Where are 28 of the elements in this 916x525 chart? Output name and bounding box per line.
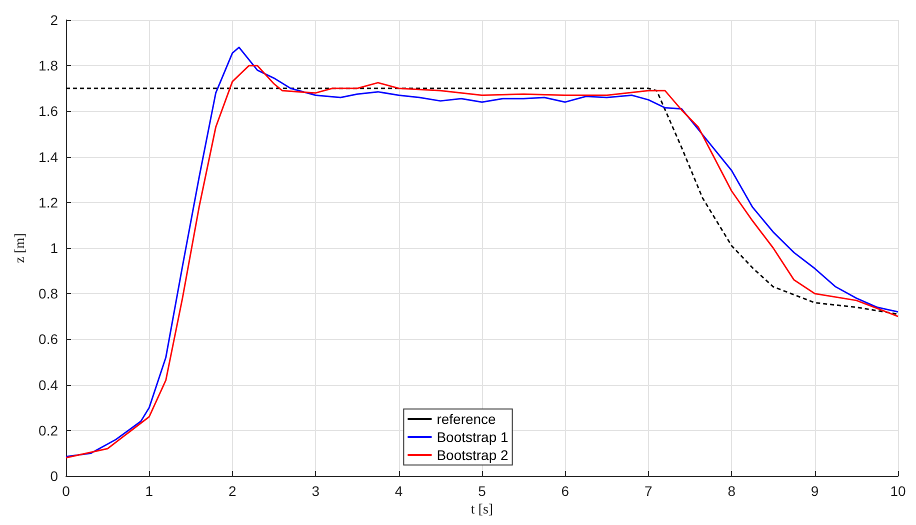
x-tick-label: 4: [394, 483, 403, 499]
line-series: [65, 88, 899, 315]
y-tick-label: 0.8: [38, 286, 58, 302]
x-axis-title: t [s]: [470, 502, 494, 518]
y-tick-label: 1.2: [38, 194, 58, 210]
x-tick-label: 6: [561, 483, 570, 499]
y-tick-label: 0: [50, 468, 58, 484]
y-tick-label: 0.4: [38, 376, 58, 393]
x-tick-label: 7: [644, 483, 652, 499]
y-tick-label: 1.4: [38, 148, 58, 165]
legend-label: reference: [436, 411, 496, 427]
y-axis-title: z [m]: [13, 233, 28, 263]
legend-label: Bootstrap 1: [436, 429, 509, 445]
y-tick-label: 0.6: [38, 331, 58, 348]
x-tick-label: 1: [145, 483, 154, 499]
y-tick-label: 1: [50, 240, 58, 256]
x-tick-label: 2: [228, 483, 236, 499]
x-tick-label: 9: [810, 483, 819, 499]
y-tick-label: 1.8: [38, 58, 58, 74]
x-tick-label: 10: [890, 483, 906, 499]
y-tick-label: 1.6: [38, 103, 58, 120]
x-tick-label: 3: [312, 483, 320, 499]
x-tick-label: 8: [728, 483, 736, 499]
x-tick-label: 5: [478, 483, 486, 499]
x-tick-label: 0: [62, 483, 70, 499]
y-tick-label: 2: [50, 12, 58, 28]
legend-label: Bootstrap 2: [436, 447, 509, 463]
y-tick-label: 0.2: [38, 422, 58, 438]
